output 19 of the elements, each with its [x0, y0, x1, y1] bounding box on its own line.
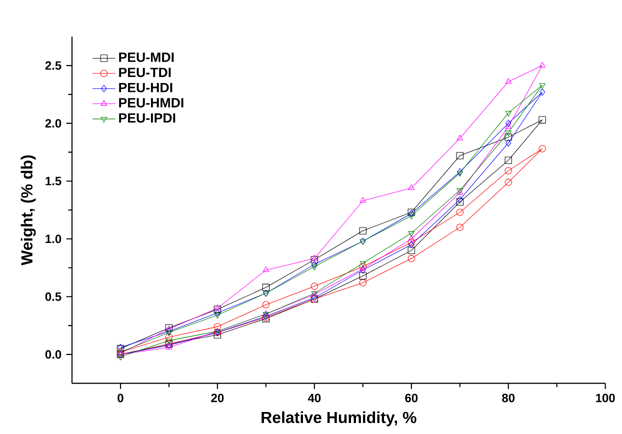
legend-label: PEU-IPDI	[119, 113, 176, 123]
y-tick-label: 2.0	[45, 119, 62, 128]
x-tick-label: 0	[118, 394, 124, 402]
y-tick-label: 1.0	[46, 234, 62, 244]
x-tick-label: 80	[502, 394, 515, 402]
legend-label: PEU-HDI	[119, 83, 172, 92]
legend-label: PEU-MDI	[119, 52, 174, 62]
y-tick-label: 2.5	[45, 61, 62, 70]
legend-label: PEU-TDI	[119, 68, 171, 78]
x-tick-label: 60	[405, 394, 418, 402]
legend-label: PEU-HMDI	[119, 98, 184, 108]
y-axis-title: Weight, (% db)	[20, 155, 36, 266]
x-tick-label: 20	[211, 394, 224, 402]
y-tick-label: 1.5	[46, 176, 62, 186]
x-tick-label: 100	[596, 394, 615, 402]
x-tick-label: 40	[308, 394, 321, 402]
y-tick-label: 0.0	[45, 350, 62, 359]
y-tick-label: 0.5	[45, 292, 62, 301]
x-axis-title: Relative Humidity, %	[262, 411, 416, 426]
